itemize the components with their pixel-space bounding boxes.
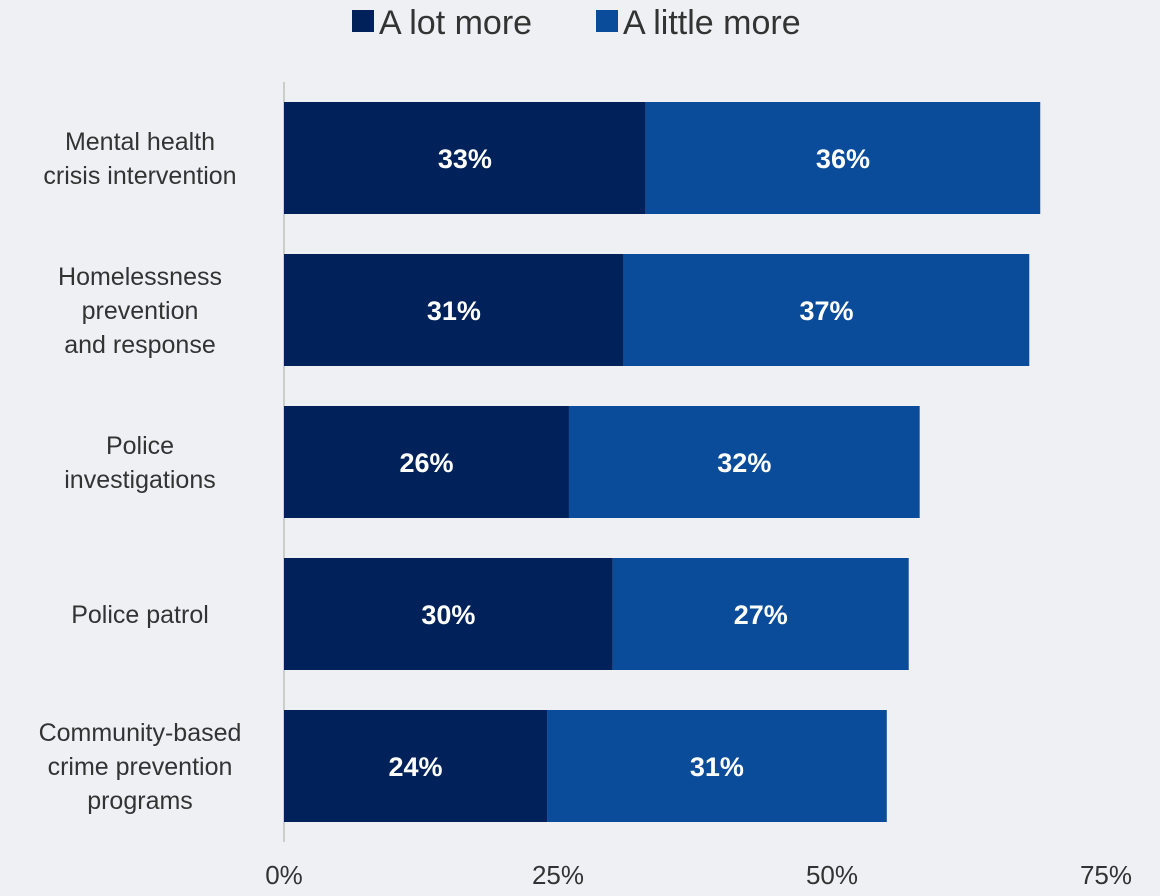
category-label-4: Police patrol [71,601,209,629]
data-label-4-series-2: 27% [734,600,788,630]
category-label-line: crisis intervention [43,162,236,190]
bar-4-series-1 [284,558,613,670]
legend-label-2: A little more [623,4,801,42]
legend-swatch-1 [352,10,374,32]
bar-2-series-2 [623,254,1030,366]
legend-swatch-2 [596,10,618,32]
legend-label-1: A lot more [379,4,532,42]
x-tick-label-3: 50% [806,860,858,890]
bar-4-series-2 [612,558,909,670]
x-tick-label-1: 0% [265,860,303,890]
data-label-5-series-2: 31% [690,752,744,782]
category-label-2: Homelessness prevention and response [58,263,222,359]
bars: 33% 36% 31% 37% 26% 32% 30% 27% 24% 31% [284,102,1041,822]
bar-5-series-1 [284,710,548,822]
data-label-5-series-1: 24% [388,752,442,782]
x-tick-label-4: 75% [1080,860,1132,890]
category-label-line: Police [106,432,174,460]
x-axis-ticks: 0% 25% 50% 75% [265,860,1132,890]
bar-5-series-2 [547,710,887,822]
category-label-line: Police patrol [71,601,209,629]
category-label-line: Homelessness [58,263,222,291]
category-label-line: Mental health [65,128,215,156]
x-tick-label-2: 25% [532,860,584,890]
category-label-line: and response [64,331,216,359]
data-label-2-series-2: 37% [799,296,853,326]
category-label-5: Community-based crime prevention programs [39,719,242,815]
category-label-3: Police investigations [64,432,215,494]
data-label-3-series-1: 26% [399,448,453,478]
bar-1-series-2 [645,102,1041,214]
category-label-line: investigations [64,466,215,494]
data-label-1-series-1: 33% [438,144,492,174]
data-label-1-series-2: 36% [816,144,870,174]
bar-1-series-1 [284,102,646,214]
category-label-line: crime prevention [48,753,233,781]
category-labels: Mental health crisis intervention Homeless… [39,128,242,815]
category-label-line: prevention [82,297,199,325]
bar-3-series-1 [284,406,569,518]
bar-2-series-1 [284,254,624,366]
data-label-2-series-1: 31% [427,296,481,326]
legend: A lot more A little more [352,4,801,42]
category-label-1: Mental health crisis intervention [43,128,236,190]
data-label-3-series-2: 32% [717,448,771,478]
category-label-line: programs [87,787,193,815]
data-label-4-series-1: 30% [421,600,475,630]
category-label-line: Community-based [39,719,242,747]
bar-3-series-2 [568,406,920,518]
